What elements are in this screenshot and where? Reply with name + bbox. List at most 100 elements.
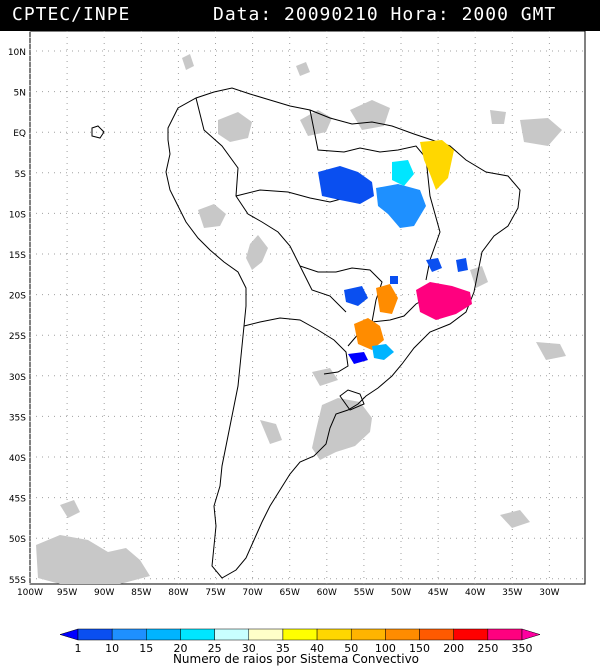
lon-label: 75W <box>205 588 225 596</box>
lat-label: 50S <box>9 535 26 545</box>
legend-swatch <box>487 628 523 641</box>
lon-label: 35W <box>502 588 522 596</box>
legend-tick: 50 <box>344 642 358 655</box>
lat-label: 55S <box>9 576 26 586</box>
lat-label: EQ <box>13 129 26 139</box>
lon-label: 70W <box>242 588 262 596</box>
lat-label: 10N <box>8 48 26 58</box>
legend-swatch <box>282 628 318 641</box>
legend-tick: 250 <box>477 642 498 655</box>
cloud-patch <box>490 110 506 124</box>
legend-tick: 350 <box>512 642 533 655</box>
storm-cluster <box>426 258 442 272</box>
longitude-labels: 100W 95W 90W 85W 80W 75W 70W 65W 60W 55W 50W 45W 40W… <box>17 588 560 596</box>
latitude-labels: 10N 5N EQ 5S 10S 15S 20S 25S 30S 35S 40S 45S 50S 55S <box>8 48 26 586</box>
lat-label: 30S <box>9 373 26 383</box>
storm-cluster <box>344 286 368 306</box>
lon-label: 40W <box>465 588 485 596</box>
source-label: CPTEC/INPE <box>12 4 131 25</box>
lon-label: 45W <box>428 588 448 596</box>
legend-tick: 35 <box>276 642 290 655</box>
storm-cluster <box>456 258 468 272</box>
legend-swatch <box>248 628 284 641</box>
cloud-patch <box>36 535 150 584</box>
legend-tick: 20 <box>173 642 187 655</box>
legend-swatch <box>111 628 147 641</box>
storm-cluster <box>376 284 398 314</box>
legend: 1 10 15 20 25 30 35 40 50 100 150 200 250 350 Numero … <box>59 628 541 666</box>
lat-label: 10S <box>9 210 26 220</box>
legend-swatch <box>146 628 181 641</box>
legend-tick: 30 <box>242 642 256 655</box>
lat-label: 45S <box>9 495 26 505</box>
lightning-map: 10N5NEQ5S10S15S20S25S30S35S40S45S50S55S … <box>8 31 586 596</box>
lon-label: 90W <box>94 588 114 596</box>
header-bar: CPTEC/INPE Data: 20090210 Hora: 2000 GMT <box>0 0 600 31</box>
legend-swatch <box>180 628 215 641</box>
island-outline <box>91 125 105 139</box>
coastline-layer <box>91 87 521 579</box>
cloud-patch <box>520 118 562 146</box>
legend-tick: 40 <box>310 642 324 655</box>
lon-label: 80W <box>168 588 188 596</box>
convective-systems <box>318 140 472 364</box>
cloud-patch <box>500 510 530 528</box>
legend-tick: 1 <box>75 642 82 655</box>
cloud-patch <box>260 420 282 444</box>
legend-title: Numero de raios por Sistema Convectivo <box>173 652 419 666</box>
storm-cluster <box>348 352 368 364</box>
cloud-patch <box>60 500 80 518</box>
cloud-patch <box>198 204 226 228</box>
lat-label: 15S <box>9 251 26 261</box>
lat-label: 5S <box>15 170 27 180</box>
lat-label: 40S <box>9 454 26 464</box>
legend-swatch <box>419 628 454 641</box>
cloud-patch <box>312 398 372 460</box>
lon-label: 85W <box>131 588 151 596</box>
coast-detail <box>339 389 365 411</box>
storm-cluster <box>392 160 414 186</box>
cloud-patch <box>470 266 488 288</box>
lon-label: 95W <box>57 588 77 596</box>
legend-tick: 150 <box>409 642 430 655</box>
cloud-patch <box>300 110 332 136</box>
lon-label: 30W <box>539 588 559 596</box>
legend-swatch <box>316 628 352 641</box>
storm-cluster <box>420 140 454 190</box>
storm-cluster <box>372 344 394 360</box>
lat-label: 35S <box>9 413 26 423</box>
legend-tick: 200 <box>443 642 464 655</box>
cloud-patch <box>218 112 252 142</box>
legend-tick: 10 <box>105 642 119 655</box>
cloud-layer <box>36 54 566 584</box>
storm-cluster <box>354 318 384 350</box>
lat-label: 5N <box>14 89 26 99</box>
storm-cluster <box>318 166 374 204</box>
legend-tick-labels: 1 10 15 20 25 30 35 40 50 100 150 200 250 350 <box>75 642 533 655</box>
cloud-patch <box>296 62 310 76</box>
legend-swatch <box>385 628 420 641</box>
south-america-coast <box>165 87 521 579</box>
lon-label: 100W <box>17 588 43 596</box>
lon-label: 55W <box>354 588 374 596</box>
storm-cluster <box>390 276 398 284</box>
storm-cluster <box>416 282 472 320</box>
legend-tick: 100 <box>375 642 396 655</box>
lat-label: 20S <box>9 292 26 302</box>
cloud-patch <box>350 100 390 130</box>
legend-swatch <box>214 628 250 641</box>
legend-tick: 15 <box>139 642 153 655</box>
cloud-patch <box>246 235 268 270</box>
country-borders <box>195 97 452 375</box>
legend-colorbar <box>59 628 541 641</box>
legend-arrow-left <box>59 628 79 641</box>
legend-swatch <box>77 628 113 641</box>
cloud-patch <box>182 54 194 70</box>
legend-swatch <box>350 628 386 641</box>
lat-label: 25S <box>9 332 26 342</box>
storm-cluster <box>376 184 426 228</box>
legend-tick: 25 <box>208 642 222 655</box>
lon-label: 60W <box>317 588 337 596</box>
datetime-label: Data: 20090210 Hora: 2000 GMT <box>213 4 557 25</box>
legend-swatch <box>453 628 489 641</box>
